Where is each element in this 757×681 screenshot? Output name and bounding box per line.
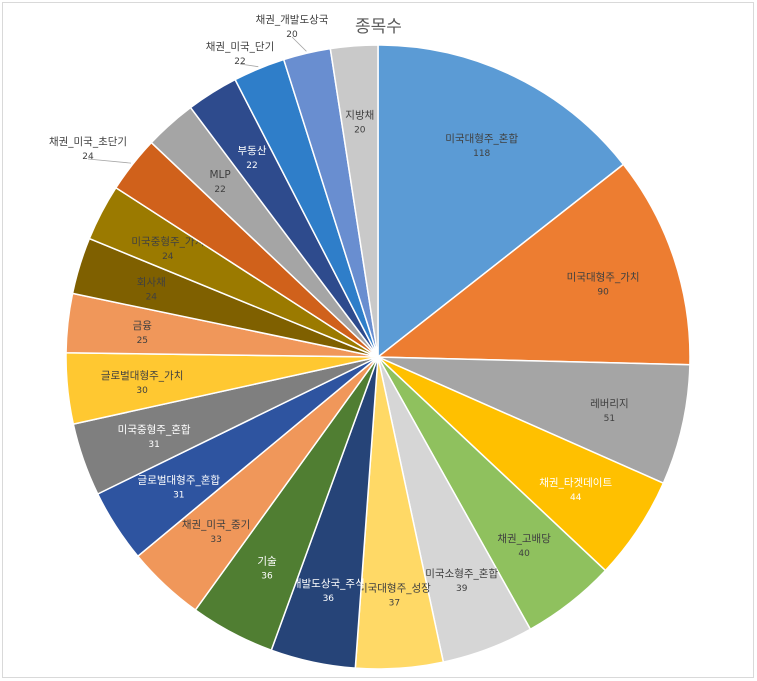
- slice-value-22: 20: [354, 126, 366, 136]
- pie-slice-3: [377, 356, 691, 485]
- slice-label-6: 미국소형주_혼합: [425, 567, 498, 580]
- slice-value-10: 33: [210, 535, 221, 545]
- slice-label-1: 미국대형주_혼합: [445, 132, 518, 145]
- slice-value-6: 39: [456, 584, 468, 594]
- slice-label-17: 채권_미국_초단기: [49, 136, 127, 148]
- slice-label-14: 금융: [133, 320, 153, 332]
- slice-value-4: 44: [570, 493, 582, 503]
- slice-value-16: 24: [162, 252, 174, 262]
- slice-label-16: 미국중형주_가치: [131, 236, 204, 248]
- slice-value-7: 37: [389, 599, 400, 609]
- slice-label-12: 미국중형주_혼합: [118, 423, 191, 436]
- slice-value-12: 31: [148, 440, 159, 450]
- slice-label-2: 미국대형주_가치: [567, 271, 640, 283]
- leader-line-21: [291, 36, 307, 52]
- slice-value-14: 25: [137, 336, 148, 346]
- slice-label-3: 레버리지: [590, 398, 629, 410]
- leader-line-17: [87, 158, 132, 164]
- slice-label-19: 부동산: [238, 145, 267, 157]
- slice-label-5: 채권_고배당: [497, 533, 551, 545]
- slice-value-20: 22: [234, 57, 245, 67]
- slice-value-1: 118: [473, 149, 490, 159]
- slice-value-17: 24: [82, 152, 94, 162]
- slice-label-18: MLP: [209, 169, 230, 181]
- slice-label-9: 기술: [257, 556, 277, 568]
- slice-label-20: 채권_미국_단기: [206, 41, 274, 53]
- pie-slice-1: [377, 44, 625, 359]
- chart-title: 종목수: [355, 17, 402, 37]
- slice-label-7: 미국대형주_성장: [358, 583, 431, 595]
- slice-label-15: 회사채: [137, 277, 166, 289]
- slice-label-22: 지방채: [345, 110, 374, 122]
- slice-label-11: 글로벌대형주_혼합: [138, 474, 221, 487]
- slice-label-21: 채권_개발도상국: [256, 14, 329, 26]
- slice-label-8: 개발도상국_주식: [292, 578, 365, 590]
- slice-value-19: 22: [246, 161, 257, 171]
- pie-slice-2: [375, 163, 691, 366]
- pie-slice-22: [329, 44, 379, 358]
- slice-value-15: 24: [146, 293, 158, 303]
- slice-label-10: 채권_미국_중기: [182, 519, 250, 531]
- slice-value-11: 31: [173, 491, 184, 501]
- slice-value-2: 90: [597, 287, 609, 297]
- slice-label-4: 채권_타겟데이트: [539, 477, 612, 489]
- slice-value-13: 30: [136, 386, 148, 396]
- slice-value-9: 36: [261, 572, 273, 582]
- slice-value-8: 36: [323, 594, 335, 604]
- slice-value-18: 22: [214, 185, 225, 195]
- leader-line-20: [239, 63, 259, 68]
- slice-value-5: 40: [518, 549, 530, 559]
- slice-value-21: 20: [286, 30, 298, 40]
- slice-value-3: 51: [604, 414, 615, 424]
- slice-label-13: 글로벌대형주_가치: [101, 370, 184, 382]
